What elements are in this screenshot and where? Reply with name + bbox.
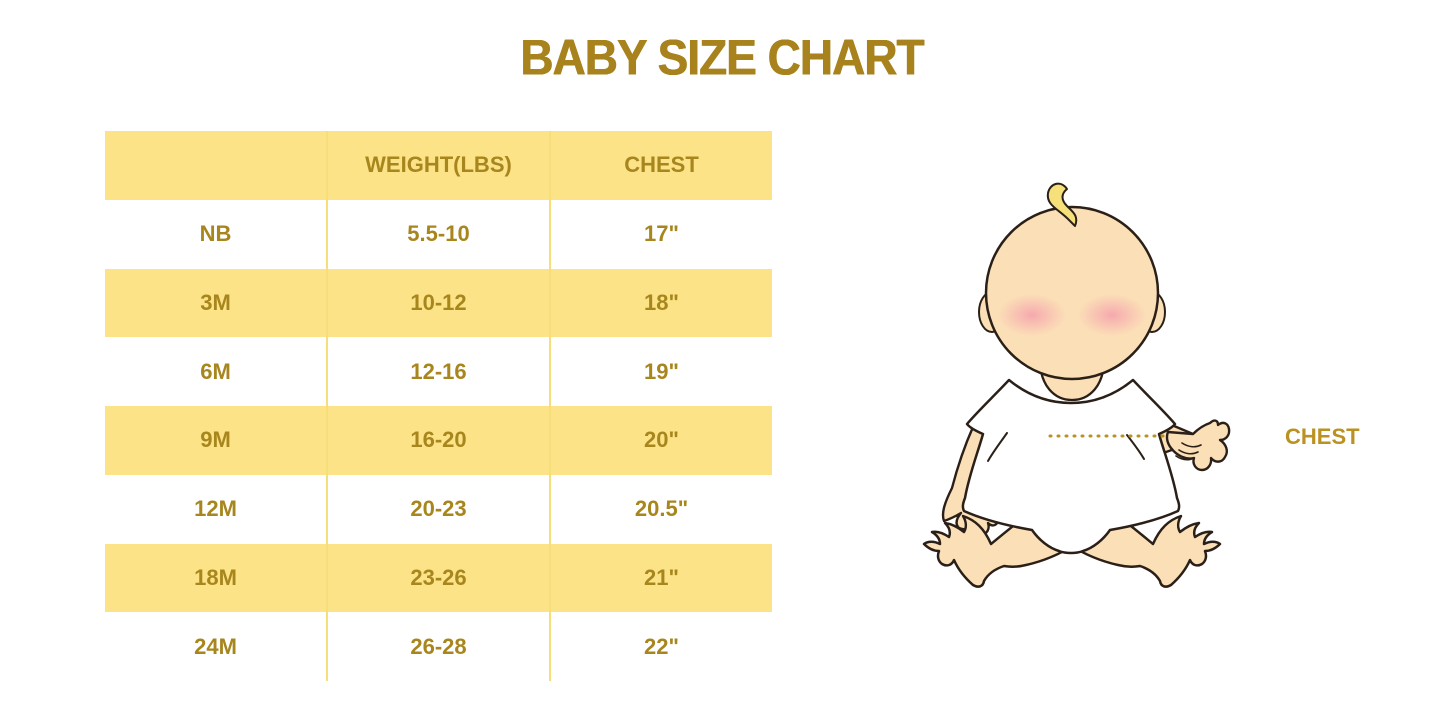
svg-text:CHEST: CHEST <box>1285 424 1360 449</box>
